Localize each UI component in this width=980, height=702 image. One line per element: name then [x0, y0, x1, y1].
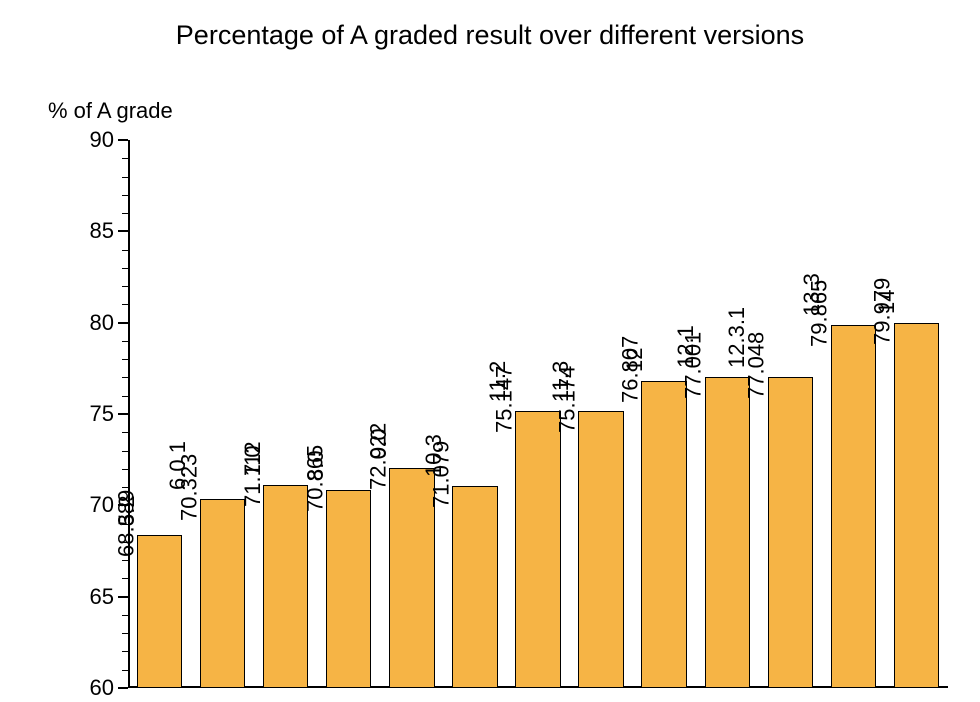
y-axis	[128, 140, 130, 688]
y-minor-tick	[122, 469, 128, 470]
y-minor-tick	[122, 487, 128, 488]
bar: 79.97914	[894, 323, 939, 688]
bar-version-label: 7.0	[240, 445, 266, 476]
bar: 70.3236.0.1	[200, 499, 245, 688]
bar-version-label: 10.3	[421, 434, 447, 477]
bar: 71.1127.0	[263, 485, 308, 688]
y-tick-label: 85	[90, 218, 114, 244]
bar: 79.86513.3	[831, 325, 876, 688]
bar-version-label: 6.0.1	[165, 442, 191, 491]
y-tick-label: 80	[90, 310, 114, 336]
y-minor-tick	[122, 578, 128, 579]
y-minor-tick	[122, 451, 128, 452]
y-minor-tick	[122, 177, 128, 178]
y-tick	[118, 596, 128, 598]
y-minor-tick	[122, 670, 128, 671]
y-minor-tick	[122, 158, 128, 159]
bar-version-label: 12.3.1	[725, 306, 751, 367]
y-minor-tick	[122, 432, 128, 433]
y-tick-label: 65	[90, 584, 114, 610]
bar: 70.8658.0	[326, 490, 371, 688]
y-minor-tick	[122, 268, 128, 269]
y-minor-tick	[122, 250, 128, 251]
y-minor-tick	[122, 213, 128, 214]
bar-version-label: 11.3	[548, 361, 574, 402]
y-tick-label: 90	[90, 127, 114, 153]
bar: 77.00112.1	[705, 377, 750, 688]
bar-version-label: 11.2	[485, 361, 511, 402]
y-minor-tick	[122, 286, 128, 287]
y-tick	[118, 687, 128, 689]
bar-version-label: 12	[622, 348, 648, 372]
y-axis-title: % of A grade	[48, 98, 173, 124]
bar-version-label: 8.0	[303, 450, 329, 481]
y-tick-label: 70	[90, 492, 114, 518]
y-tick-label: 75	[90, 401, 114, 427]
y-minor-tick	[122, 651, 128, 652]
bar-version-label: 13.3	[800, 273, 826, 316]
y-tick-label: 60	[90, 675, 114, 701]
bar-version-label: 14	[875, 290, 901, 314]
bar: 76.80712	[641, 381, 686, 688]
y-minor-tick	[122, 341, 128, 342]
bar-version-label: 9.0	[366, 429, 392, 460]
bar: 71.07910.3	[452, 486, 497, 688]
chart-title: Percentage of A graded result over diffe…	[0, 20, 980, 51]
bar-version-label: 12.1	[673, 326, 699, 369]
plot-area: 6065707580859068.3895.270.3236.0.171.112…	[128, 140, 948, 688]
y-tick	[118, 230, 128, 232]
y-minor-tick	[122, 377, 128, 378]
y-tick	[118, 139, 128, 141]
bar: 77.04812.3.1	[768, 377, 813, 688]
y-minor-tick	[122, 560, 128, 561]
y-minor-tick	[122, 396, 128, 397]
y-minor-tick	[122, 195, 128, 196]
bar-version-label: 5.2	[114, 495, 140, 526]
bar: 75.17411.3	[578, 411, 623, 688]
y-minor-tick	[122, 359, 128, 360]
y-tick	[118, 322, 128, 324]
y-tick	[118, 413, 128, 415]
y-minor-tick	[122, 304, 128, 305]
y-minor-tick	[122, 615, 128, 616]
bar: 68.3895.2	[137, 535, 182, 688]
bar: 75.14711.2	[515, 411, 560, 688]
y-minor-tick	[122, 633, 128, 634]
